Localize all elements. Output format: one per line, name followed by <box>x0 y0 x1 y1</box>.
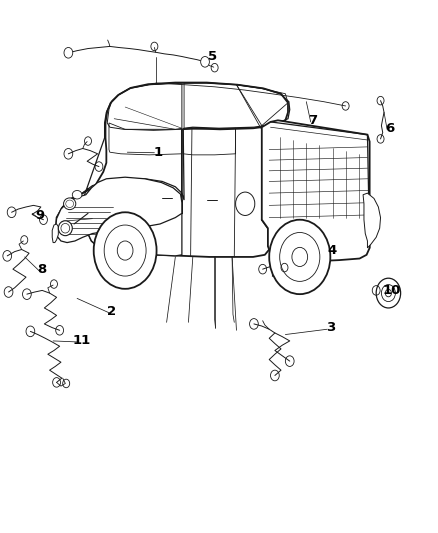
Text: 1: 1 <box>153 146 162 159</box>
Circle shape <box>94 212 156 289</box>
Text: 11: 11 <box>72 334 91 348</box>
Text: 9: 9 <box>35 209 45 222</box>
Circle shape <box>376 278 401 308</box>
Text: 4: 4 <box>328 244 337 257</box>
Text: 3: 3 <box>326 321 335 334</box>
Text: 7: 7 <box>308 114 318 127</box>
Ellipse shape <box>58 221 72 236</box>
Ellipse shape <box>72 190 82 199</box>
Text: 2: 2 <box>107 305 117 318</box>
Text: 10: 10 <box>382 284 401 297</box>
Circle shape <box>64 47 73 58</box>
Polygon shape <box>52 224 58 243</box>
Polygon shape <box>88 185 182 256</box>
Polygon shape <box>262 120 370 261</box>
Ellipse shape <box>64 198 76 209</box>
Text: 5: 5 <box>208 50 217 63</box>
Circle shape <box>269 220 330 294</box>
Circle shape <box>201 56 209 67</box>
Polygon shape <box>56 177 182 243</box>
Text: 8: 8 <box>38 263 47 276</box>
Circle shape <box>236 192 255 215</box>
Polygon shape <box>363 193 381 248</box>
Polygon shape <box>55 83 290 241</box>
Text: 6: 6 <box>385 122 394 135</box>
